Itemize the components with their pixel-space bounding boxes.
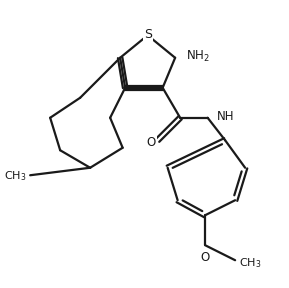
Text: NH: NH [216,110,234,123]
Text: CH$_3$: CH$_3$ [4,170,26,183]
Text: O: O [200,251,209,264]
Text: O: O [147,136,156,149]
Text: CH$_3$: CH$_3$ [239,256,261,270]
Text: S: S [144,28,152,41]
Text: NH$_2$: NH$_2$ [186,49,210,64]
